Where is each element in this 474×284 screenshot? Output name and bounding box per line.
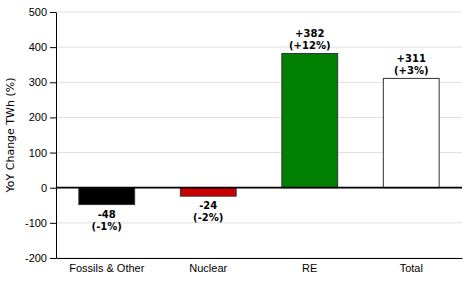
y-tick-mark bbox=[50, 223, 56, 224]
data-labels: -48(-1%) -24(-2%) +382(+12%) +311(+3%) bbox=[92, 28, 429, 231]
y-tick-mark bbox=[50, 47, 56, 48]
y-tick: 200 bbox=[29, 111, 56, 123]
bar bbox=[383, 78, 439, 187]
x-tick-label: RE bbox=[302, 262, 317, 274]
x-tick: Total bbox=[400, 258, 423, 274]
x-axis-line bbox=[57, 258, 463, 259]
y-tick-mark bbox=[50, 153, 56, 154]
chart: -200 -100 0 100 200 300 400 500 Fossils & Other N… bbox=[0, 0, 474, 284]
y-tick: 100 bbox=[29, 147, 56, 159]
y-axis: -200 -100 0 100 200 300 400 500 bbox=[25, 6, 57, 264]
y-tick-label: 500 bbox=[29, 6, 47, 18]
y-tick: 0 bbox=[41, 182, 56, 194]
x-tick-label: Total bbox=[400, 262, 423, 274]
y-tick: 500 bbox=[29, 6, 56, 18]
data-label: +311 bbox=[397, 53, 426, 64]
y-tick-label: 300 bbox=[29, 76, 47, 88]
y-axis-title: YoY Change TWh (%) bbox=[4, 78, 17, 194]
data-label-percent: (-1%) bbox=[92, 221, 122, 232]
y-tick-mark bbox=[50, 82, 56, 83]
grid bbox=[56, 12, 462, 258]
y-tick-label: 0 bbox=[41, 182, 47, 194]
bars bbox=[79, 53, 439, 204]
x-tick: Fossils & Other bbox=[69, 258, 145, 274]
y-tick: 400 bbox=[29, 41, 56, 53]
y-tick-mark bbox=[50, 117, 56, 118]
x-tick: Nuclear bbox=[189, 258, 227, 274]
bar bbox=[282, 53, 338, 187]
x-tick-label: Nuclear bbox=[189, 262, 227, 274]
y-tick-mark bbox=[50, 12, 56, 13]
x-axis: Fossils & Other Nuclear RE Total bbox=[57, 258, 463, 274]
data-label: -24 bbox=[199, 200, 217, 211]
x-tick-label: Fossils & Other bbox=[69, 262, 145, 274]
grid-line bbox=[56, 12, 462, 13]
y-tick-label: -100 bbox=[25, 217, 47, 229]
bar bbox=[180, 188, 236, 196]
grid-line bbox=[56, 187, 462, 188]
y-tick-label: 400 bbox=[29, 41, 47, 53]
plot: -200 -100 0 100 200 300 400 500 Fossils & Other N… bbox=[25, 6, 463, 274]
y-tick-label: -200 bbox=[25, 252, 47, 264]
zero-line bbox=[56, 187, 462, 189]
y-tick: -200 bbox=[25, 252, 56, 264]
y-axis-line bbox=[56, 13, 57, 259]
y-tick: -100 bbox=[25, 217, 56, 229]
y-tick-mark bbox=[50, 188, 56, 189]
y-tick-mark bbox=[50, 258, 56, 259]
data-label-percent: (+12%) bbox=[289, 40, 330, 51]
data-label: -48 bbox=[98, 209, 116, 220]
x-tick: RE bbox=[302, 258, 317, 274]
data-label: +382 bbox=[295, 28, 324, 39]
y-tick-label: 100 bbox=[29, 147, 47, 159]
y-tick-label: 200 bbox=[29, 111, 47, 123]
data-label-percent: (+3%) bbox=[394, 65, 429, 76]
grid-line bbox=[56, 47, 462, 48]
bar bbox=[79, 188, 135, 205]
grid-line bbox=[56, 258, 462, 259]
y-tick: 300 bbox=[29, 76, 56, 88]
data-label-percent: (-2%) bbox=[193, 212, 223, 223]
